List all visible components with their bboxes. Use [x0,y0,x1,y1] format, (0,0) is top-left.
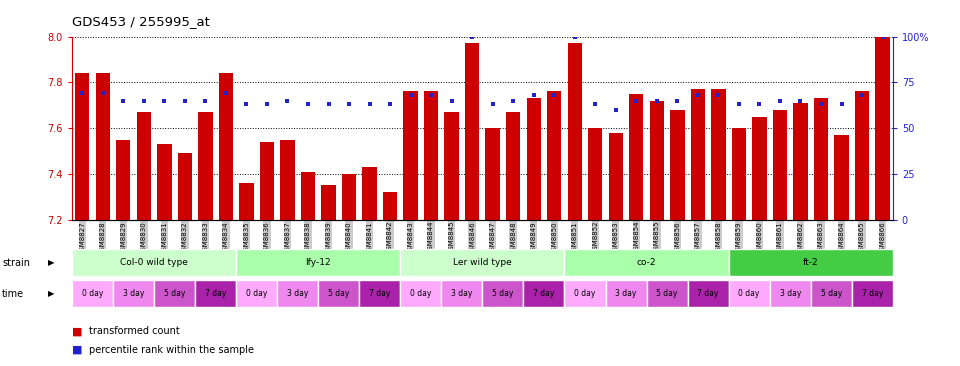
Bar [239,183,253,220]
Text: 0 day: 0 day [574,289,596,298]
Bar [260,142,275,220]
Bar [814,98,828,220]
Bar [96,73,110,220]
Text: 3 day: 3 day [287,289,308,298]
Text: ▶: ▶ [48,289,55,298]
Bar [116,139,131,220]
Bar [465,44,479,220]
Text: 0 day: 0 day [410,289,432,298]
Text: ft-2: ft-2 [803,258,819,267]
Bar [588,128,603,220]
Text: Col-0 wild type: Col-0 wild type [120,258,188,267]
Bar [567,44,582,220]
Text: time: time [2,289,24,299]
Bar [444,112,459,220]
Bar [157,144,172,220]
Text: 3 day: 3 day [123,289,144,298]
Bar [732,128,746,220]
Bar [876,37,890,220]
Text: 7 day: 7 day [533,289,555,298]
Text: 7 day: 7 day [861,289,883,298]
Text: 5 day: 5 day [492,289,514,298]
Text: 7 day: 7 day [697,289,719,298]
Text: 3 day: 3 day [780,289,801,298]
Bar [424,92,439,220]
Bar [547,92,562,220]
Bar [178,153,192,220]
Bar [609,132,623,220]
Bar [650,101,664,220]
Text: transformed count: transformed count [89,326,180,336]
Bar [362,167,376,220]
Bar [834,135,849,220]
Bar [629,94,643,220]
Bar [670,110,684,220]
Bar [690,89,705,220]
Text: 5 day: 5 day [328,289,349,298]
Bar [506,112,520,220]
Text: Ler wild type: Ler wild type [453,258,512,267]
Bar [322,185,336,220]
Text: ■: ■ [72,344,83,355]
Text: 5 day: 5 day [821,289,842,298]
Text: 5 day: 5 day [164,289,185,298]
Text: 0 day: 0 day [738,289,760,298]
Text: 0 day: 0 day [246,289,268,298]
Text: 3 day: 3 day [615,289,636,298]
Bar [793,103,807,220]
Bar [403,92,418,220]
Bar [854,92,869,220]
Bar [383,192,397,220]
Bar [711,89,726,220]
Bar [136,112,151,220]
Text: 0 day: 0 day [82,289,104,298]
Text: lfy-12: lfy-12 [305,258,331,267]
Text: GDS453 / 255995_at: GDS453 / 255995_at [72,15,210,28]
Text: 5 day: 5 day [657,289,678,298]
Bar [280,139,295,220]
Bar [753,117,767,220]
Text: ■: ■ [72,326,83,336]
Text: co-2: co-2 [636,258,657,267]
Bar [300,172,315,220]
Bar [486,128,500,220]
Bar [773,110,787,220]
Bar [526,98,540,220]
Bar [342,174,356,220]
Bar [75,73,89,220]
Text: ▶: ▶ [48,258,55,267]
Text: 7 day: 7 day [369,289,391,298]
Text: 3 day: 3 day [451,289,472,298]
Text: strain: strain [2,258,30,268]
Text: 7 day: 7 day [204,289,227,298]
Bar [219,73,233,220]
Text: percentile rank within the sample: percentile rank within the sample [89,344,254,355]
Bar [198,112,212,220]
